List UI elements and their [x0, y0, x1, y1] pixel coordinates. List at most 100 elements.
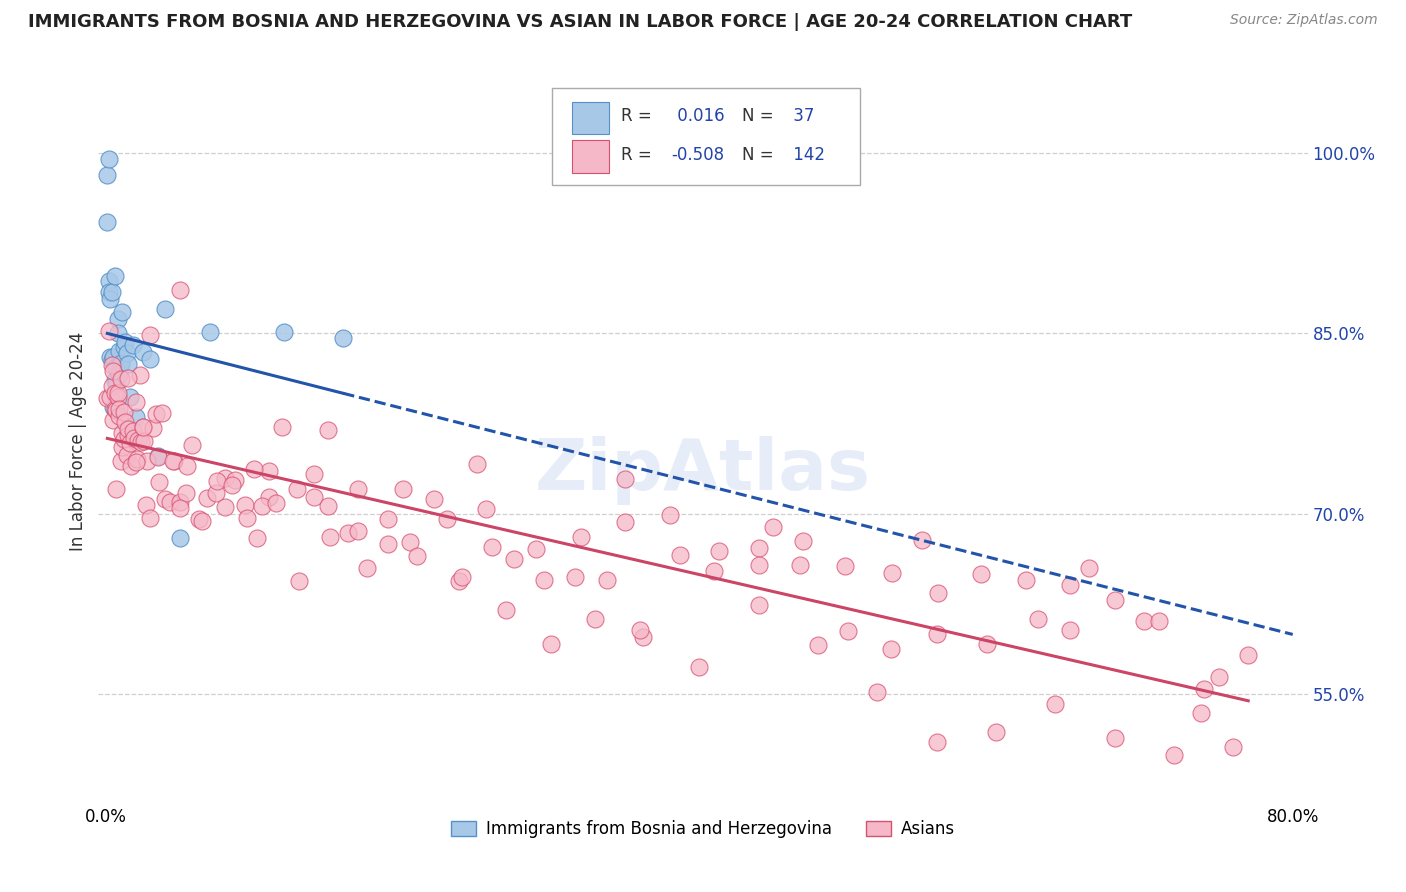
Point: [98, 390, 121, 404]
Y-axis label: In Labor Force | Age 20-24: In Labor Force | Age 20-24: [69, 332, 87, 551]
Point: [399, 535, 422, 549]
Point: [285, 482, 308, 496]
Point: [250, 499, 273, 513]
Point: [198, 326, 221, 340]
Point: [1147, 614, 1170, 628]
Point: [100, 379, 122, 393]
Point: [100, 359, 122, 373]
Point: [105, 482, 128, 496]
Point: [136, 454, 159, 468]
Point: [96, 215, 118, 229]
Point: [129, 368, 152, 383]
Point: [97, 285, 120, 299]
Text: N =: N =: [742, 107, 773, 126]
Point: [110, 356, 132, 370]
Point: [569, 530, 592, 544]
Text: -0.508: -0.508: [672, 145, 724, 164]
Text: ZipAtlas: ZipAtlas: [536, 436, 870, 505]
Point: [792, 534, 814, 549]
Point: [110, 358, 132, 372]
Point: [533, 574, 555, 588]
Point: [564, 569, 586, 583]
Point: [703, 564, 725, 578]
Point: [108, 343, 131, 358]
Point: [243, 462, 266, 476]
Point: [169, 500, 191, 515]
Point: [524, 541, 547, 556]
Point: [120, 459, 142, 474]
Point: [246, 531, 269, 545]
Point: [150, 405, 173, 419]
Point: [911, 533, 934, 547]
Point: [132, 420, 155, 434]
Point: [118, 436, 141, 450]
Point: [1015, 573, 1038, 587]
Point: [169, 532, 191, 546]
Point: [1026, 611, 1049, 625]
Point: [169, 495, 191, 509]
Point: [1163, 747, 1185, 762]
Point: [146, 450, 169, 464]
Point: [142, 420, 165, 434]
Point: [112, 340, 135, 354]
Point: [221, 478, 243, 492]
Point: [837, 624, 859, 638]
Point: [169, 283, 191, 297]
Point: [122, 431, 145, 445]
Point: [132, 420, 155, 434]
Point: [1104, 731, 1126, 746]
Point: [121, 338, 143, 352]
Point: [318, 499, 340, 513]
Point: [107, 390, 129, 404]
Point: [103, 412, 125, 426]
Point: [925, 627, 948, 641]
Point: [104, 401, 127, 416]
Point: [748, 558, 770, 573]
Point: [332, 331, 354, 345]
Point: [422, 492, 444, 507]
Bar: [572, 102, 609, 135]
Point: [111, 305, 134, 319]
Point: [103, 401, 125, 415]
Point: [97, 152, 120, 166]
Point: [98, 350, 121, 364]
Point: [319, 530, 342, 544]
Point: [882, 566, 904, 581]
Text: R =: R =: [621, 145, 651, 164]
Point: [266, 496, 288, 510]
Point: [145, 408, 167, 422]
Point: [214, 500, 236, 514]
Point: [98, 293, 121, 307]
Point: [748, 541, 770, 555]
Point: [866, 684, 889, 698]
Point: [614, 472, 637, 486]
Text: 142: 142: [787, 145, 825, 164]
Point: [100, 285, 122, 299]
Text: N =: N =: [742, 145, 773, 164]
Text: 37: 37: [787, 107, 814, 126]
Point: [191, 514, 214, 528]
Point: [162, 454, 184, 468]
Point: [474, 501, 496, 516]
Point: [107, 385, 129, 400]
Point: [108, 402, 131, 417]
Point: [176, 458, 198, 473]
Point: [336, 526, 359, 541]
Point: [117, 422, 139, 436]
Point: [97, 325, 120, 339]
Point: [112, 433, 135, 447]
Text: 0.016: 0.016: [672, 107, 724, 126]
Point: [762, 520, 785, 534]
Point: [1192, 682, 1215, 697]
Point: [271, 420, 294, 434]
Point: [970, 567, 993, 582]
Point: [356, 560, 378, 574]
Point: [111, 425, 134, 440]
Point: [807, 638, 830, 652]
Point: [927, 585, 949, 599]
Point: [124, 455, 146, 469]
Point: [1104, 592, 1126, 607]
Point: [118, 390, 141, 404]
Point: [174, 485, 197, 500]
Point: [465, 457, 488, 471]
